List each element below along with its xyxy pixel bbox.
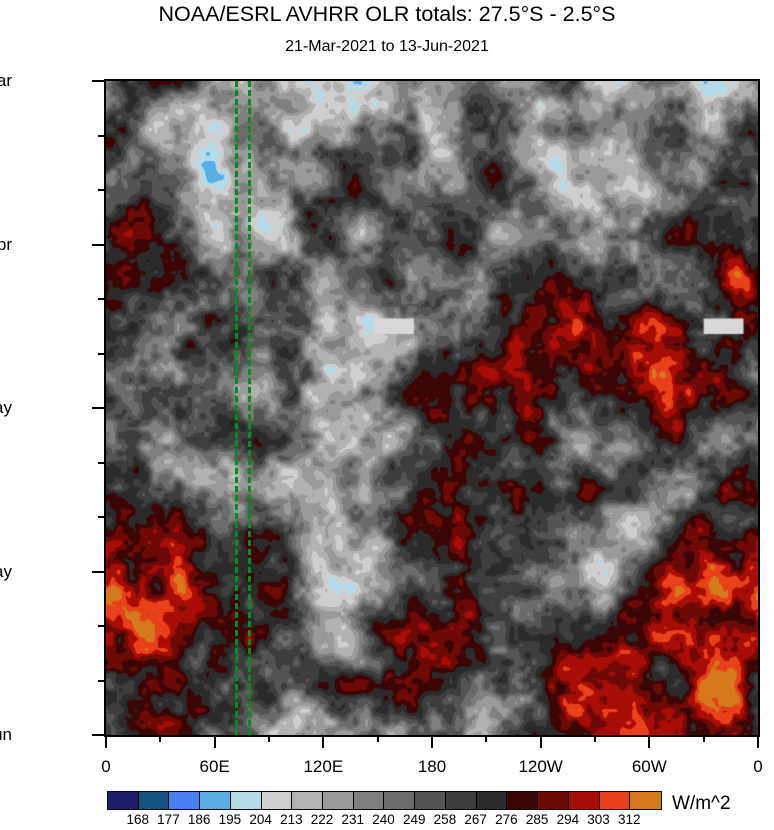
colorbar-tick-label: 312 xyxy=(618,812,641,827)
colorbar-cell xyxy=(599,792,631,809)
colorbar-cell xyxy=(292,792,324,809)
colorbar xyxy=(107,791,662,810)
x-axis-label: 180 xyxy=(417,757,447,776)
y-tick-major xyxy=(92,80,105,82)
colorbar-cell xyxy=(200,792,231,809)
y-tick-minor xyxy=(98,516,105,518)
colorbar-tick-label: 240 xyxy=(372,812,395,827)
colorbar-cell xyxy=(169,792,201,809)
y-tick-minor xyxy=(98,134,105,137)
colorbar-tick-label: 285 xyxy=(525,812,549,827)
colorbar-cell xyxy=(538,792,569,809)
x-tick-minor xyxy=(594,735,596,742)
colorbar-tick-label: 258 xyxy=(433,812,457,827)
figure-subtitle: 21-Mar-2021 to 13-Jun-2021 xyxy=(285,38,489,55)
colorbar-cell xyxy=(230,792,262,809)
colorbar-units-label: W/m^2 xyxy=(672,793,731,814)
colorbar-cell xyxy=(630,792,661,809)
x-tick-major xyxy=(431,735,433,748)
colorbar-tick-label: 267 xyxy=(464,812,487,827)
y-axis-label: 23-May xyxy=(0,561,12,581)
colorbar-cell xyxy=(384,792,416,809)
y-axis-label: 11-Apr xyxy=(0,234,12,254)
y-axis-label: 13-Jun xyxy=(0,725,12,744)
colorbar-tick-label: 231 xyxy=(341,812,365,827)
y-tick-minor xyxy=(98,461,105,464)
x-axis-label: 0 xyxy=(753,757,763,776)
x-tick-major xyxy=(105,735,107,748)
colorbar-cell xyxy=(353,792,385,809)
colorbar-tick-label: 195 xyxy=(218,812,242,827)
colorbar-cell xyxy=(261,792,293,809)
x-tick-minor xyxy=(159,735,162,742)
x-tick-minor xyxy=(376,735,379,742)
colorbar-tick-label: 213 xyxy=(280,812,303,827)
reference-line-right xyxy=(248,81,252,735)
x-tick-major xyxy=(648,735,651,748)
x-axis-label: 0 xyxy=(101,757,111,776)
x-tick-minor xyxy=(485,735,488,742)
colorbar-tick-label: 204 xyxy=(249,812,272,827)
y-tick-minor xyxy=(98,298,105,300)
x-axis-label: 60E xyxy=(199,757,230,776)
x-axis-label: 60W xyxy=(631,757,667,776)
colorbar-cell xyxy=(445,792,477,809)
colorbar-cell xyxy=(108,792,139,809)
x-tick-minor xyxy=(702,735,705,742)
colorbar-cell xyxy=(568,792,600,809)
x-axis-label: 120E xyxy=(303,757,344,776)
colorbar-tick-label: 168 xyxy=(126,812,149,827)
y-tick-major xyxy=(92,570,105,573)
x-tick-major xyxy=(539,735,542,748)
colorbar-cell xyxy=(476,792,508,809)
colorbar-tick-label: 249 xyxy=(402,812,426,827)
y-tick-minor xyxy=(98,352,105,355)
colorbar-tick-label: 186 xyxy=(187,812,211,827)
figure-title: NOAA/ESRL AVHRR OLR totals: 27.5°S - 2.5… xyxy=(158,2,616,26)
colorbar-cell xyxy=(507,792,539,809)
olr-heatmap-canvas xyxy=(106,81,758,735)
x-tick-major xyxy=(322,735,325,748)
colorbar-tick-label: 303 xyxy=(587,812,610,827)
colorbar-tick-label: 294 xyxy=(556,812,580,827)
colorbar-tick-label: 222 xyxy=(310,812,334,827)
x-axis-label: 120W xyxy=(518,757,563,776)
plot-area xyxy=(104,79,760,737)
y-axis-label: 21-Mar xyxy=(0,71,12,90)
y-tick-minor xyxy=(98,189,105,191)
x-tick-major xyxy=(757,735,759,748)
y-tick-major xyxy=(92,734,105,736)
colorbar-cell xyxy=(323,792,354,809)
reference-line-left xyxy=(235,81,239,735)
x-tick-major xyxy=(213,735,216,748)
x-tick-minor xyxy=(268,735,270,742)
colorbar-cell xyxy=(415,792,446,809)
y-tick-major xyxy=(92,243,105,246)
y-tick-minor xyxy=(98,625,105,627)
colorbar-tick-label: 177 xyxy=(157,812,180,827)
y-axis-label: 2-May xyxy=(0,398,12,417)
y-tick-minor xyxy=(98,679,105,682)
y-tick-major xyxy=(92,407,105,409)
colorbar-cell xyxy=(138,792,170,809)
colorbar-tick-label: 276 xyxy=(495,812,518,827)
